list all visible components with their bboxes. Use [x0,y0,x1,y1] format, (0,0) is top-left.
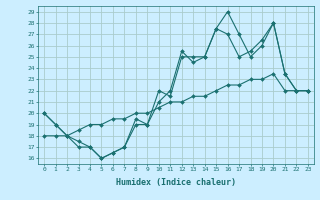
X-axis label: Humidex (Indice chaleur): Humidex (Indice chaleur) [116,178,236,187]
